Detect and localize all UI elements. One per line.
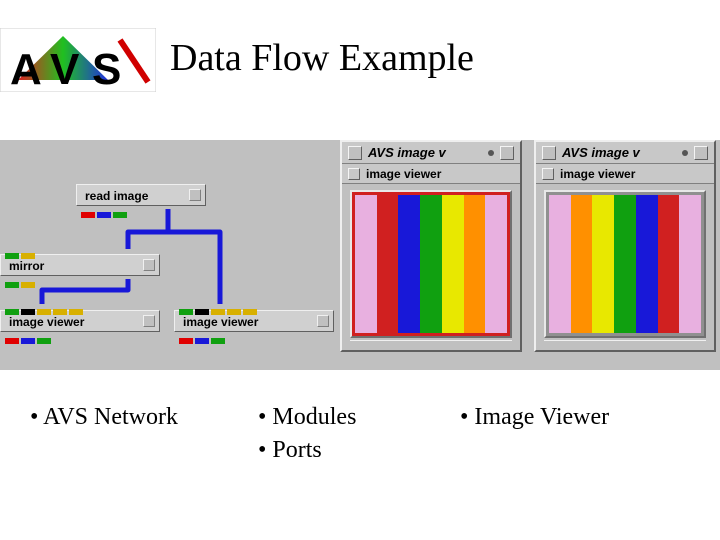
viewer-toolbar-label: image viewer <box>560 167 635 181</box>
port-in[interactable] <box>195 309 209 315</box>
port-in[interactable] <box>5 253 19 259</box>
module-handle-icon[interactable] <box>317 315 329 327</box>
module-read_image[interactable]: read image <box>76 184 206 206</box>
port-in[interactable] <box>243 309 257 315</box>
port-out[interactable] <box>97 212 111 218</box>
viewer-options-icon[interactable] <box>542 168 554 180</box>
port-in[interactable] <box>69 309 83 315</box>
ports-in <box>5 248 37 254</box>
port-in[interactable] <box>227 309 241 315</box>
window-title: AVS image v <box>562 145 640 160</box>
viewer-toolbar: image viewer <box>536 164 714 184</box>
port-out[interactable] <box>5 282 19 288</box>
port-out[interactable] <box>113 212 127 218</box>
ports-out <box>81 207 129 213</box>
window-min-icon[interactable] <box>488 150 494 156</box>
port-out[interactable] <box>5 338 19 344</box>
window-menu-icon[interactable] <box>542 146 556 160</box>
port-in[interactable] <box>179 309 193 315</box>
module-viewer_right[interactable]: image viewer <box>174 310 334 332</box>
bullet-item: AVS Network <box>30 404 178 431</box>
bullet-item: Image Viewer <box>460 404 609 431</box>
port-in[interactable] <box>5 309 19 315</box>
horizontal-scrollbar[interactable] <box>544 340 706 348</box>
image-viewer-window: AVS image v image viewer <box>340 140 522 352</box>
window-title: AVS image v <box>368 145 446 160</box>
port-in[interactable] <box>21 253 35 259</box>
port-in[interactable] <box>21 309 35 315</box>
module-handle-icon[interactable] <box>189 189 201 201</box>
ports-out <box>179 333 227 339</box>
bullet-item: Ports <box>258 437 356 464</box>
image-canvas-border <box>544 190 706 338</box>
port-out[interactable] <box>179 338 193 344</box>
image-canvas-frame <box>544 190 706 338</box>
port-out[interactable] <box>211 338 225 344</box>
ports-in <box>5 304 85 310</box>
port-out[interactable] <box>81 212 95 218</box>
module-mirror[interactable]: mirror <box>0 254 160 276</box>
image-canvas-border <box>350 190 512 338</box>
port-out[interactable] <box>195 338 209 344</box>
port-in[interactable] <box>211 309 225 315</box>
window-titlebar[interactable]: AVS image v <box>536 142 714 164</box>
window-min-icon[interactable] <box>682 150 688 156</box>
viewer-toolbar: image viewer <box>342 164 520 184</box>
window-menu-icon[interactable] <box>348 146 362 160</box>
module-handle-icon[interactable] <box>143 259 155 271</box>
window-max-icon[interactable] <box>500 146 514 160</box>
port-in[interactable] <box>37 309 51 315</box>
window-titlebar[interactable]: AVS image v <box>342 142 520 164</box>
avs-logo: A V S <box>0 28 156 92</box>
image-viewer-window: AVS image v image viewer <box>534 140 716 352</box>
page-title: Data Flow Example <box>170 36 474 80</box>
ports-out <box>5 277 37 283</box>
bullet-item: Modules <box>258 404 356 431</box>
horizontal-scrollbar[interactable] <box>350 340 512 348</box>
port-in[interactable] <box>53 309 67 315</box>
port-out[interactable] <box>21 282 35 288</box>
module-viewer_left[interactable]: image viewer <box>0 310 160 332</box>
svg-text:S: S <box>92 45 121 92</box>
window-max-icon[interactable] <box>694 146 708 160</box>
ports-out <box>5 333 53 339</box>
viewer-options-icon[interactable] <box>348 168 360 180</box>
port-out[interactable] <box>21 338 35 344</box>
viewer-toolbar-label: image viewer <box>366 167 441 181</box>
image-canvas-frame <box>350 190 512 338</box>
svg-text:V: V <box>50 45 80 92</box>
port-out[interactable] <box>37 338 51 344</box>
svg-text:A: A <box>10 45 42 92</box>
ports-in <box>179 304 259 310</box>
module-handle-icon[interactable] <box>143 315 155 327</box>
